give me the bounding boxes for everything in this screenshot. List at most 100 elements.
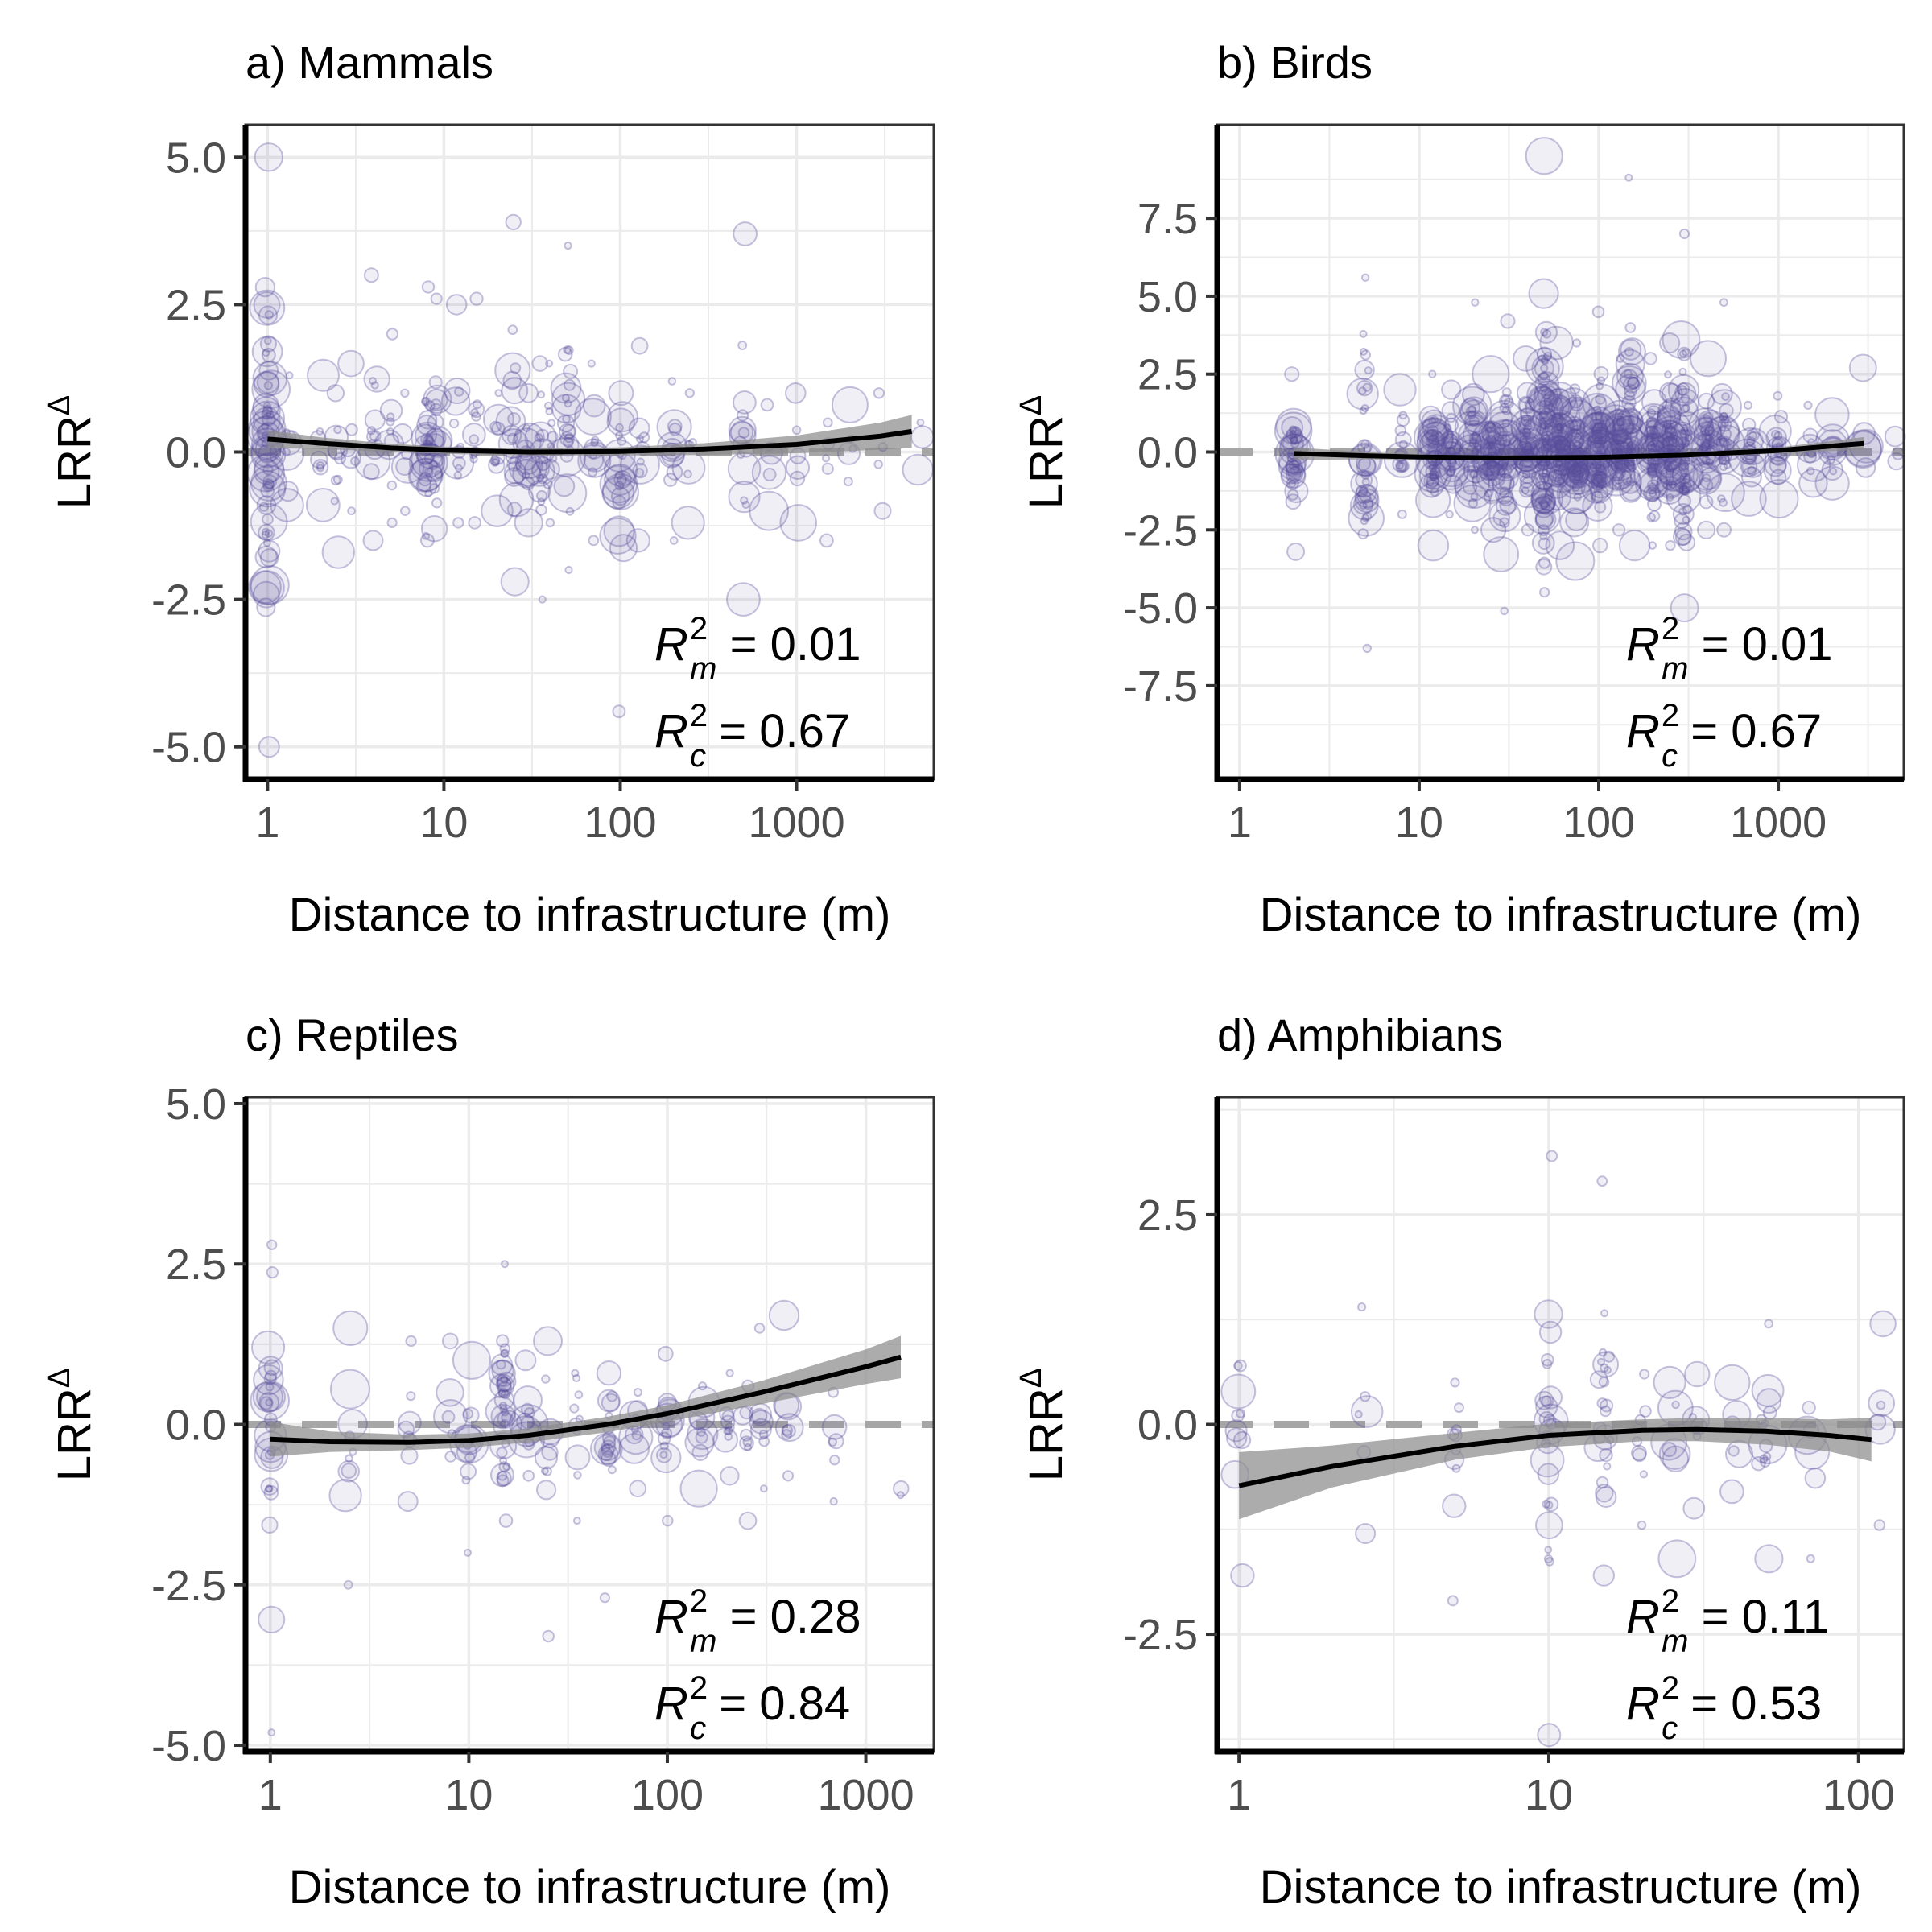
data-point (1873, 1519, 1886, 1531)
data-point (609, 534, 638, 563)
data-point (1588, 473, 1614, 499)
data-point (501, 1260, 509, 1269)
data-point (1599, 1447, 1613, 1463)
y-axis-label: LRRΔ (43, 395, 101, 509)
data-point (1597, 445, 1607, 456)
data-point (1531, 407, 1558, 433)
data-point (1719, 497, 1728, 507)
data-point (1516, 382, 1539, 404)
data-point (1616, 353, 1625, 363)
data-point (1426, 474, 1439, 488)
data-point (1448, 464, 1457, 473)
data-point (1509, 469, 1548, 509)
data-point (1591, 439, 1609, 456)
data-point (498, 481, 535, 518)
data-point (1538, 473, 1550, 484)
data-point (635, 435, 645, 444)
data-point (1484, 489, 1493, 498)
data-point (902, 453, 934, 486)
panel-title: a) Mammals (246, 37, 493, 88)
data-point (253, 371, 280, 398)
data-point (1468, 415, 1480, 427)
data-point (1427, 437, 1437, 448)
data-point (1582, 383, 1621, 423)
data-point (1591, 422, 1604, 435)
data-point (1286, 542, 1306, 561)
data-point (1545, 1501, 1554, 1509)
data-point (1559, 507, 1590, 538)
data-point (1592, 537, 1608, 554)
data-point (249, 289, 286, 326)
data-point (1572, 470, 1584, 481)
data-point (421, 397, 431, 407)
data-point (1714, 1364, 1751, 1402)
x-tick-label: 100 (1563, 799, 1635, 847)
data-point (1236, 1408, 1246, 1418)
data-point (1590, 395, 1608, 412)
data-point (1598, 1348, 1608, 1357)
data-point (1598, 1376, 1610, 1388)
data-point (1481, 427, 1500, 445)
data-point (563, 363, 579, 379)
data-point (1501, 394, 1511, 405)
data-point (1523, 445, 1532, 454)
data-point (503, 460, 527, 485)
data-point (1613, 415, 1625, 427)
data-point (669, 536, 679, 545)
data-point (1443, 475, 1463, 494)
data-point (262, 474, 278, 489)
data-point (1884, 425, 1906, 448)
data-point (1625, 477, 1635, 485)
y-axis-label-superscript: Δ (43, 1368, 76, 1388)
data-point (1596, 478, 1607, 489)
data-point (1497, 489, 1515, 507)
data-point (259, 335, 277, 353)
data-point (1428, 434, 1440, 446)
data-point (1525, 347, 1564, 386)
data-point (1486, 420, 1496, 429)
data-point (1605, 408, 1635, 439)
data-point (546, 437, 587, 477)
data-point (418, 410, 438, 430)
data-point (1495, 486, 1513, 505)
data-point (1773, 390, 1783, 401)
data-point (1362, 511, 1373, 522)
data-point (423, 384, 452, 414)
data-point (1616, 423, 1644, 450)
data-point (1445, 510, 1454, 519)
data-point (1515, 414, 1536, 435)
data-point (1591, 427, 1610, 445)
r2m-value: = 0.01 (716, 618, 861, 671)
data-point (1430, 415, 1439, 424)
data-point (759, 1484, 768, 1493)
data-point (1678, 228, 1690, 240)
data-point (1558, 479, 1594, 515)
data-point (542, 1466, 552, 1476)
data-point (1583, 411, 1616, 444)
data-point (671, 450, 706, 485)
data-point (1623, 460, 1637, 473)
data-point (1543, 394, 1572, 423)
data-point (1612, 415, 1649, 452)
data-point (1571, 440, 1582, 451)
data-point (1546, 1150, 1558, 1162)
data-point (829, 1496, 838, 1506)
y-axis-label: LRRΔ (43, 1368, 101, 1481)
data-point (1539, 325, 1574, 361)
data-point (501, 377, 529, 405)
data-point (258, 305, 279, 325)
data-point (1503, 398, 1515, 409)
data-point (1534, 461, 1546, 473)
data-point (1719, 298, 1728, 308)
data-point (1354, 484, 1379, 509)
data-point (1383, 373, 1417, 407)
data-point (1595, 1484, 1614, 1503)
data-point (498, 1513, 514, 1528)
data-point (1290, 439, 1300, 448)
data-point (536, 489, 547, 502)
data-point (505, 213, 522, 231)
data-point (436, 1378, 464, 1407)
r2c-symbol: R (654, 1678, 688, 1730)
data-point (472, 399, 482, 410)
data-point (1528, 386, 1558, 415)
